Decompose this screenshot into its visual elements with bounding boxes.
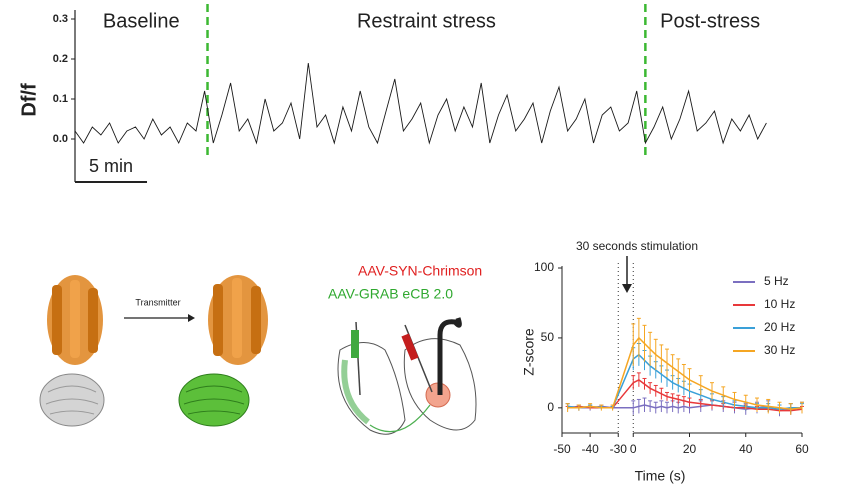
receptor-active bbox=[178, 275, 268, 427]
x-tick-label: 40 bbox=[739, 442, 753, 456]
y-tick-label: 0.1 bbox=[53, 93, 68, 105]
virus-label: AAV-SYN-Chrimson bbox=[358, 263, 482, 279]
x-tick-label: -50 bbox=[553, 442, 571, 456]
x-tick-label: 20 bbox=[683, 442, 697, 456]
y-axis-label: Z-score bbox=[521, 328, 537, 376]
x-tick-label: 0 bbox=[630, 442, 637, 456]
x-tick-label: 60 bbox=[795, 442, 809, 456]
annotation-arrow-head bbox=[622, 284, 632, 293]
x-tick-label: -30 bbox=[610, 442, 628, 456]
x-tick-label: -40 bbox=[581, 442, 599, 456]
annotation: 30 seconds stimulation bbox=[576, 239, 698, 253]
surgery-illustration: AAV-SYN-Chrimson AAV-GRAB eCB 2.0 bbox=[328, 263, 482, 435]
legend-label: 10 Hz bbox=[764, 297, 795, 311]
y-tick-label: 0.2 bbox=[53, 53, 68, 65]
receptor-inactive bbox=[39, 275, 105, 427]
series-line bbox=[567, 336, 803, 410]
y-tick-label: 0.3 bbox=[53, 13, 68, 25]
arrow-head bbox=[188, 314, 195, 322]
legend-label: 30 Hz bbox=[764, 343, 795, 357]
region-label: Baseline bbox=[103, 10, 180, 32]
y-tick-label: 0 bbox=[547, 400, 554, 414]
y-axis-label: Df/f bbox=[18, 83, 40, 117]
y-tick-label: 0.0 bbox=[53, 133, 68, 145]
trace bbox=[74, 62, 767, 145]
arrow-label: Transmitter bbox=[135, 297, 180, 307]
sensor-illustration: Transmitter bbox=[39, 275, 268, 427]
series-line bbox=[567, 379, 803, 412]
y-tick-label: 50 bbox=[541, 330, 555, 344]
legend-label: 20 Hz bbox=[764, 320, 795, 334]
virus-label: AAV-GRAB eCB 2.0 bbox=[328, 286, 453, 302]
y-tick-label: 100 bbox=[534, 260, 554, 274]
legend-label: 5 Hz bbox=[764, 274, 789, 288]
region-label: Post-stress bbox=[660, 10, 760, 32]
region-label: Restraint stress bbox=[357, 10, 496, 32]
x-axis-label: Time (s) bbox=[635, 468, 686, 484]
scale-bar-label: 5 min bbox=[89, 156, 133, 176]
